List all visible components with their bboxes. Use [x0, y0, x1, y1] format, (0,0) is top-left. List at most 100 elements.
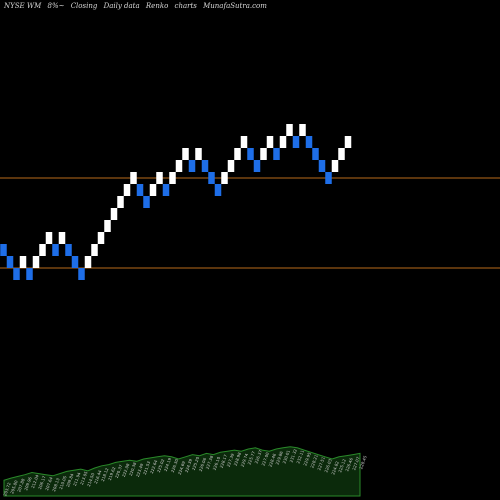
volume-value-label: 210.05: [58, 475, 68, 490]
renko-brick: [227, 160, 235, 172]
volume-value-label: 213.05: [79, 470, 89, 485]
volume-value-label: 226.30: [170, 458, 180, 473]
volume-value-label: 225.20: [191, 456, 201, 471]
renko-brick: [97, 232, 105, 244]
level-lines: [0, 177, 500, 269]
renko-brick: [6, 256, 14, 268]
volume-value-label: 219.62: [107, 466, 117, 481]
renko-brick: [117, 196, 124, 208]
renko-brick: [188, 160, 196, 172]
renko-brick: [45, 232, 53, 244]
volume-value-label: 220.38: [128, 461, 138, 476]
site-label: MunafaSutra.com: [203, 2, 267, 10]
renko-brick: [13, 268, 20, 280]
volume-value-label: 209.84: [65, 472, 75, 487]
volume-value-label: 232.11: [295, 449, 305, 464]
renko-brick: [52, 244, 59, 256]
renko-brick: [19, 256, 27, 268]
volume-value-label: 230.01: [281, 449, 291, 464]
volume-value-label: 231.32: [288, 448, 298, 463]
volume-value-label: 211.94: [72, 471, 82, 486]
volume-value-label: 228.98: [233, 451, 243, 466]
renko-brick: [136, 184, 144, 196]
volume-value-label: 227.00: [261, 451, 271, 466]
renko-brick: [318, 160, 326, 172]
ticker-label: NYSE WM: [4, 2, 42, 10]
renko-brick: [71, 256, 79, 268]
renko-brick: [65, 244, 72, 256]
volume-area: [3, 446, 361, 497]
volume-value-label: 225.02: [156, 458, 166, 473]
volume-value-label: 225.12: [337, 458, 347, 473]
volume-value-label: 205.80: [9, 479, 19, 494]
renko-brick: [0, 244, 7, 256]
volume-value-label: 222.08: [121, 462, 131, 477]
volume-value-label: 207.88: [16, 477, 26, 492]
renko-brick: [273, 148, 280, 160]
renko-brick: [26, 268, 33, 280]
renko-brick: [247, 148, 254, 160]
renko-brick: [344, 136, 352, 148]
closing-label: Closing: [70, 2, 98, 10]
renko-brick: [104, 220, 111, 232]
renko-brick: [286, 124, 293, 136]
volume-value-label: 216.44: [93, 469, 103, 484]
change-label: 8%~: [47, 2, 65, 10]
renko-brick: [214, 184, 222, 196]
renko-brick: [149, 184, 157, 196]
volume-value-label: 226.10: [212, 456, 222, 471]
renko-brick: [195, 148, 202, 160]
volume-value-label: 227.07: [351, 456, 361, 471]
type-label: Renko: [145, 2, 169, 10]
renko-brick: [305, 136, 313, 148]
renko-brick: [338, 148, 345, 160]
volume-value-label: 227.38: [205, 454, 215, 469]
renko-bricks: [0, 124, 352, 280]
volume-value-label: 227.39: [226, 452, 236, 467]
renko-brick: [234, 148, 241, 160]
renko-brick: [182, 148, 189, 160]
renko-brick: [325, 172, 332, 184]
volume-value-label: 228.17: [219, 453, 229, 468]
volume-value-label: 226.37: [254, 449, 264, 464]
volume-value-label: 224.82: [330, 460, 340, 475]
renko-brick: [169, 172, 176, 184]
renko-brick: [110, 208, 118, 220]
volume-value-label: 224.39: [184, 458, 194, 473]
volume-value-label: 225.77: [247, 450, 257, 465]
renko-brick: [208, 172, 215, 184]
volume-panel: 203.72205.80207.88209.96212.04206.17207.…: [2, 446, 368, 497]
volume-value-label: 226.46: [344, 457, 354, 472]
renko-brick: [260, 148, 267, 160]
renko-brick: [123, 184, 131, 196]
renko-brick: [130, 172, 137, 184]
volume-value-label: 218.12: [100, 467, 110, 482]
renko-brick: [266, 136, 274, 148]
renko-brick: [331, 160, 339, 172]
renko-brick: [221, 172, 228, 184]
volume-value-label: 228.46: [267, 452, 277, 467]
volume-value-label: 228.21: [309, 453, 319, 468]
renko-brick: [58, 232, 66, 244]
volume-value-label: 203.72: [2, 481, 12, 496]
renko-brick: [84, 256, 92, 268]
renko-brick: [299, 124, 306, 136]
renko-brick: [201, 160, 209, 172]
volume-value-label: 227.51: [316, 456, 326, 471]
renko-brick: [162, 184, 170, 196]
renko-brick: [175, 160, 183, 172]
renko-brick: [292, 136, 300, 148]
volume-value-label: 208.13: [51, 477, 61, 492]
volume-value-label: 223.49: [135, 462, 145, 477]
volume-value-label: 226.03: [323, 458, 333, 473]
volume-value-label: 212.04: [30, 474, 40, 489]
volume-value-label: 228.45: [358, 454, 368, 469]
volume-value-label: 207.64: [44, 476, 54, 491]
renko-brick: [32, 256, 40, 268]
volume-value-label: 226.06: [198, 457, 208, 472]
daily-label: Daily data: [103, 2, 140, 10]
volume-value-label: 206.17: [37, 475, 47, 490]
renko-brick: [312, 148, 319, 160]
renko-brick: [240, 136, 248, 148]
